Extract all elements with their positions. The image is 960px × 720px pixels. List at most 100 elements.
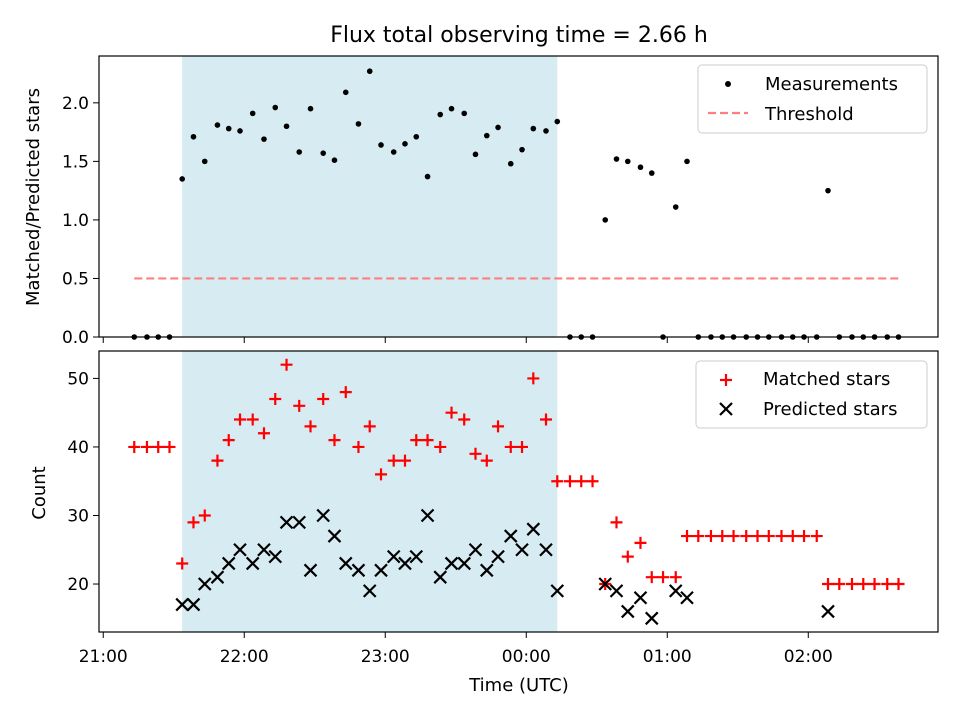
measurement-point (637, 164, 644, 171)
matched-point (339, 386, 352, 399)
legend-matched-label: Matched stars (763, 369, 890, 390)
matched-point (669, 571, 682, 584)
matched-point (280, 358, 293, 371)
predicted-point (268, 549, 283, 564)
matched-point (128, 440, 141, 453)
measurement-point (261, 136, 267, 142)
x-tick-label: 00:00 (502, 647, 551, 667)
x-tick-label: 21:00 (79, 647, 128, 667)
measurement-point (825, 187, 831, 194)
matched-point (516, 440, 529, 453)
ratio-y-tick-label: 2.0 (62, 94, 89, 114)
measurement-point (461, 110, 468, 117)
count-y-tick-label: 40 (67, 438, 89, 458)
matched-point (716, 530, 729, 543)
measurement-point (519, 146, 525, 153)
measurement-point (507, 160, 514, 167)
matched-point (211, 454, 224, 467)
predicted-point (292, 515, 307, 530)
measurement-point (402, 141, 408, 147)
matched-point (634, 536, 647, 549)
matched-point (163, 440, 176, 453)
measurement-point (272, 104, 279, 111)
matched-point (176, 557, 189, 570)
predicted-point (668, 584, 683, 598)
predicted-point (515, 542, 529, 557)
matched-point (868, 578, 881, 591)
measurement-point (214, 122, 221, 128)
ratio-y-axis: 0.0 0.5 1.0 1.5 2.0 (62, 94, 99, 348)
matched-point (762, 530, 775, 543)
matched-point (222, 434, 235, 447)
measurement-point (424, 173, 431, 180)
matched-point (833, 578, 846, 591)
measurement-point (495, 124, 501, 131)
matched-point (234, 413, 247, 426)
x-axis-label: Time (UTC) (468, 675, 569, 696)
predicted-point (609, 584, 624, 598)
predicted-point (351, 563, 366, 578)
matched-point (469, 447, 482, 460)
predicted-point (479, 563, 494, 578)
x-tick-label: 01:00 (643, 647, 692, 667)
measurement-point (437, 111, 444, 118)
measurement-point (307, 105, 314, 112)
x-tick-label: 02:00 (784, 647, 833, 667)
x-tick-label: 23:00 (361, 647, 410, 667)
predicted-point (257, 542, 271, 557)
matched-point (610, 516, 623, 529)
measurement-point (179, 176, 185, 182)
matched-point (504, 440, 517, 453)
measurement-point (190, 133, 197, 140)
count-legend: Matched stars Predicted stars (695, 360, 928, 429)
predicted-point (539, 542, 553, 557)
x-tick-label: 22:00 (220, 647, 269, 667)
matched-point (798, 530, 811, 543)
matched-point (645, 571, 658, 584)
measurement-point (472, 151, 479, 158)
matched-point (704, 530, 717, 543)
measurement-point (613, 156, 620, 162)
matched-point (375, 468, 388, 481)
predicted-point (457, 556, 471, 571)
predicted-point (398, 556, 412, 571)
matched-point (257, 427, 270, 440)
measurement-point (320, 150, 327, 156)
matched-point (328, 434, 341, 447)
count-axes-frame (98, 350, 939, 633)
matched-point (421, 434, 434, 447)
predicted-point (468, 542, 483, 557)
measurement-point (602, 217, 609, 223)
matched-point (198, 509, 211, 522)
measurement-point (684, 158, 690, 165)
matched-point (317, 392, 330, 405)
measurement-point (624, 158, 631, 165)
measurement-point (366, 68, 373, 75)
matched-point (586, 475, 599, 488)
measurement-point (413, 133, 420, 140)
matched-point (822, 578, 835, 591)
measurement-point (448, 105, 455, 112)
matched-point (681, 530, 694, 543)
matched-point (551, 475, 564, 488)
measurement-point (225, 125, 232, 132)
matched-point (458, 413, 471, 426)
ratio-legend: Measurements Threshold (697, 64, 928, 134)
legend-matched-marker (720, 374, 732, 386)
measurement-point (648, 170, 655, 176)
legend-measurement-marker (725, 81, 731, 87)
predicted-point (233, 542, 247, 557)
measurement-point (296, 149, 303, 155)
matched-point (775, 530, 788, 543)
predicted-point (210, 570, 225, 584)
matched-point (527, 372, 540, 385)
predicted-point (279, 515, 294, 530)
matched-point (539, 413, 552, 426)
matched-point (269, 392, 282, 405)
measurement-point (530, 125, 537, 132)
matched-point (140, 440, 153, 453)
matched-point (304, 420, 317, 433)
measurement-point (355, 121, 362, 127)
matched-point (892, 578, 905, 591)
